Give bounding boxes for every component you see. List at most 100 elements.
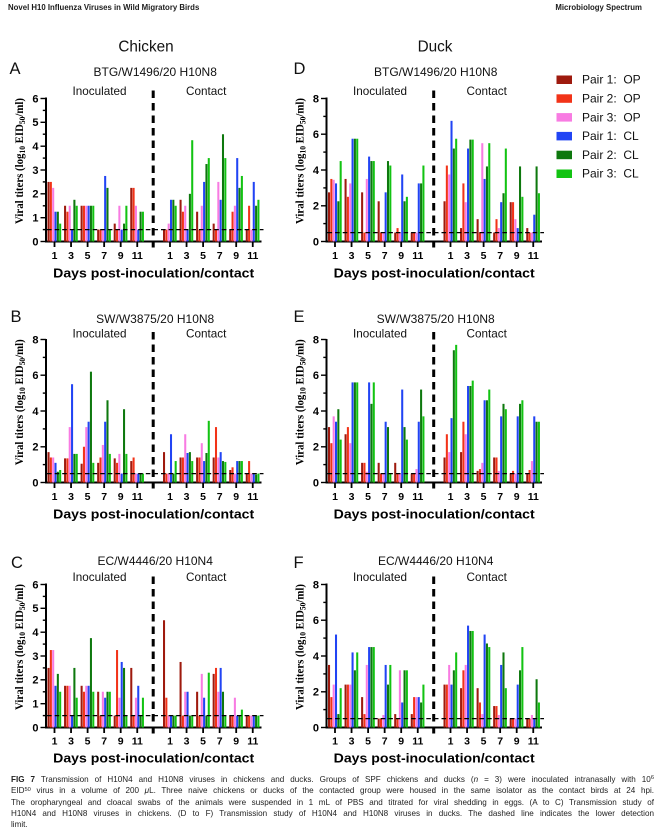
- svg-text:9: 9: [398, 736, 404, 748]
- svg-text:1: 1: [167, 736, 173, 748]
- svg-text:Viral titers (log10 EID50/ml): Viral titers (log10 EID50/ml): [12, 98, 27, 224]
- svg-text:E: E: [294, 308, 305, 326]
- svg-text:Days post-inoculation/contact: Days post-inoculation/contact: [334, 751, 536, 766]
- svg-text:0: 0: [32, 722, 38, 734]
- svg-text:Contact: Contact: [467, 85, 508, 98]
- svg-text:Days post-inoculation/contact: Days post-inoculation/contact: [53, 266, 255, 281]
- svg-text:3: 3: [349, 250, 355, 262]
- svg-text:4: 4: [313, 165, 320, 177]
- svg-text:2: 2: [313, 442, 319, 454]
- svg-text:3: 3: [32, 651, 38, 663]
- svg-text:6: 6: [32, 370, 38, 382]
- svg-text:11: 11: [412, 491, 423, 503]
- svg-text:7: 7: [382, 736, 388, 748]
- svg-text:11: 11: [528, 250, 539, 262]
- svg-text:3: 3: [464, 736, 470, 748]
- svg-text:1: 1: [448, 491, 454, 503]
- svg-text:3: 3: [464, 491, 470, 503]
- svg-text:2: 2: [32, 675, 38, 687]
- svg-text:1: 1: [32, 213, 38, 225]
- svg-text:11: 11: [132, 736, 143, 748]
- svg-text:1: 1: [52, 491, 58, 503]
- svg-text:Contact: Contact: [467, 328, 508, 341]
- svg-text:Inoculated: Inoculated: [73, 85, 127, 98]
- svg-text:Viral titers (log10 EID50/ml): Viral titers (log10 EID50/ml): [293, 339, 308, 465]
- svg-text:3: 3: [68, 736, 74, 748]
- svg-text:9: 9: [233, 491, 239, 503]
- svg-text:11: 11: [247, 736, 258, 748]
- svg-text:11: 11: [412, 250, 423, 262]
- svg-text:5: 5: [32, 117, 38, 129]
- svg-text:5: 5: [365, 250, 371, 262]
- svg-text:9: 9: [233, 736, 239, 748]
- svg-text:1: 1: [332, 250, 338, 262]
- svg-text:9: 9: [514, 491, 520, 503]
- svg-text:0: 0: [313, 477, 319, 489]
- svg-text:2: 2: [313, 687, 319, 699]
- svg-text:7: 7: [382, 491, 388, 503]
- svg-text:EC/W4446/20 H10N4: EC/W4446/20 H10N4: [97, 554, 213, 568]
- svg-text:11: 11: [132, 250, 143, 262]
- svg-text:EC/W4446/20 H10N4: EC/W4446/20 H10N4: [378, 554, 494, 568]
- svg-text:SW/W3875/20 H10N8: SW/W3875/20 H10N8: [96, 312, 214, 326]
- svg-text:5: 5: [200, 491, 206, 503]
- svg-text:7: 7: [497, 736, 503, 748]
- svg-text:1: 1: [32, 699, 38, 711]
- svg-text:1: 1: [448, 250, 454, 262]
- svg-text:Contact: Contact: [186, 85, 227, 98]
- svg-text:9: 9: [118, 736, 124, 748]
- svg-text:7: 7: [101, 250, 107, 262]
- svg-text:7: 7: [382, 250, 388, 262]
- svg-text:4: 4: [313, 406, 320, 418]
- svg-text:BTG/W1496/20 H10N8: BTG/W1496/20 H10N8: [374, 65, 498, 79]
- svg-text:F: F: [294, 554, 304, 572]
- svg-text:7: 7: [497, 250, 503, 262]
- svg-text:BTG/W1496/20 H10N8: BTG/W1496/20 H10N8: [93, 65, 217, 79]
- svg-text:11: 11: [528, 491, 539, 503]
- svg-text:Pair 1: OP: Pair 1: OP: [582, 73, 641, 87]
- svg-text:3: 3: [184, 250, 190, 262]
- svg-text:6: 6: [313, 370, 319, 382]
- svg-text:Days post-inoculation/contact: Days post-inoculation/contact: [53, 751, 255, 766]
- svg-text:A: A: [10, 60, 21, 78]
- svg-text:7: 7: [101, 491, 107, 503]
- svg-text:1: 1: [52, 250, 58, 262]
- svg-text:9: 9: [118, 250, 124, 262]
- svg-text:11: 11: [132, 491, 143, 503]
- svg-text:5: 5: [200, 736, 206, 748]
- svg-text:3: 3: [184, 491, 190, 503]
- svg-text:6: 6: [313, 129, 319, 141]
- svg-text:Inoculated: Inoculated: [73, 571, 127, 584]
- svg-text:Viral titers (log10 EID50/ml): Viral titers (log10 EID50/ml): [12, 339, 27, 465]
- svg-text:0: 0: [32, 236, 38, 248]
- svg-text:Pair 2: OP: Pair 2: OP: [582, 92, 641, 106]
- svg-text:0: 0: [313, 236, 319, 248]
- svg-text:6: 6: [313, 615, 319, 627]
- svg-text:9: 9: [514, 250, 520, 262]
- svg-text:Inoculated: Inoculated: [353, 85, 407, 98]
- svg-text:Chicken: Chicken: [118, 39, 173, 56]
- svg-text:6: 6: [32, 93, 38, 105]
- svg-text:7: 7: [497, 491, 503, 503]
- svg-text:5: 5: [481, 491, 487, 503]
- svg-text:Contact: Contact: [467, 571, 508, 584]
- svg-text:5: 5: [85, 491, 91, 503]
- svg-text:Days post-inoculation/contact: Days post-inoculation/contact: [334, 266, 536, 281]
- svg-text:5: 5: [85, 736, 91, 748]
- svg-text:Days post-inoculation/contact: Days post-inoculation/contact: [334, 507, 536, 522]
- svg-text:5: 5: [32, 603, 38, 615]
- svg-text:Duck: Duck: [418, 39, 453, 56]
- svg-text:9: 9: [398, 491, 404, 503]
- svg-text:4: 4: [32, 141, 39, 153]
- svg-text:3: 3: [32, 165, 38, 177]
- svg-text:0: 0: [32, 477, 38, 489]
- svg-text:Viral titers (log10 EID50/ml): Viral titers (log10 EID50/ml): [293, 98, 308, 224]
- svg-text:8: 8: [32, 334, 38, 346]
- svg-text:Pair 3: OP: Pair 3: OP: [582, 110, 641, 124]
- svg-text:1: 1: [52, 736, 58, 748]
- svg-text:5: 5: [481, 736, 487, 748]
- svg-text:5: 5: [481, 250, 487, 262]
- svg-text:11: 11: [528, 736, 539, 748]
- svg-text:3: 3: [349, 736, 355, 748]
- svg-text:Contact: Contact: [186, 328, 227, 341]
